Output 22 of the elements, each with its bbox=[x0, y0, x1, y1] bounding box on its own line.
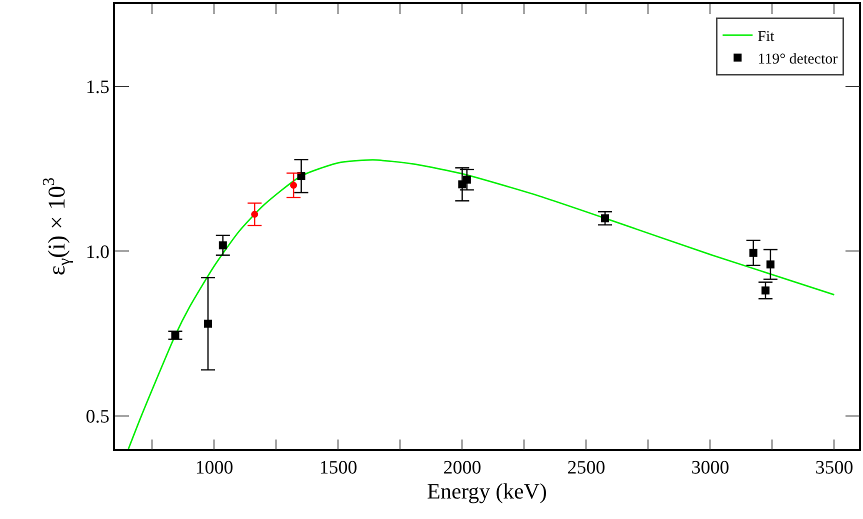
point bbox=[297, 172, 306, 180]
x-tick-label: 1500 bbox=[319, 458, 358, 479]
y-tick-label: 1.5 bbox=[86, 77, 110, 98]
x-tick-label: 2500 bbox=[567, 458, 606, 479]
x-tick-label: 2000 bbox=[443, 458, 482, 479]
y-tick-label: 0.5 bbox=[86, 406, 110, 428]
x-tick-label: 3000 bbox=[691, 458, 730, 479]
point bbox=[171, 331, 180, 340]
point bbox=[462, 176, 471, 184]
point bbox=[204, 320, 212, 328]
y-tick-label: 1.0 bbox=[86, 242, 110, 263]
legend-label: Fit bbox=[758, 28, 776, 45]
x-tick-label: 3500 bbox=[815, 458, 854, 479]
line-series bbox=[128, 159, 835, 449]
point bbox=[251, 210, 258, 218]
x-tick-label: 1000 bbox=[195, 458, 234, 479]
x-axis-title: Energy (keV) bbox=[427, 478, 547, 504]
point bbox=[601, 214, 610, 222]
point bbox=[766, 260, 774, 268]
point bbox=[749, 248, 758, 257]
point bbox=[290, 182, 298, 189]
legend-label: 119° detector bbox=[758, 51, 838, 68]
